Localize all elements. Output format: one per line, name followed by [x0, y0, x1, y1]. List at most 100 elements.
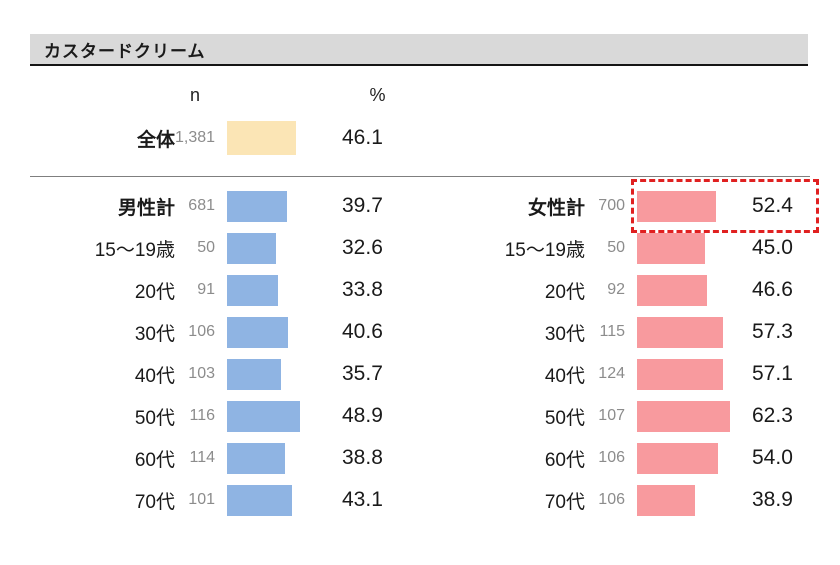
row-label: 40代 — [544, 365, 585, 387]
row-percent: 38.8 — [342, 446, 383, 469]
data-row: 20代 92 46.6 — [440, 269, 825, 311]
data-row: 60代 114 38.8 — [30, 437, 415, 479]
data-row: 50代 107 62.3 — [440, 395, 825, 437]
row-n: 1,381 — [175, 129, 216, 146]
male-bar — [227, 232, 276, 264]
row-n: 700 — [598, 197, 625, 214]
row-n: 103 — [188, 365, 215, 382]
column-headers: n % — [30, 80, 810, 110]
row-percent: 33.8 — [342, 278, 383, 301]
bar-track — [227, 232, 332, 264]
bar-track — [637, 358, 742, 390]
row-percent: 38.9 — [752, 488, 793, 511]
bar-track — [637, 442, 742, 474]
row-percent: 62.3 — [752, 404, 793, 427]
bar-track — [637, 190, 742, 222]
bar-track — [637, 316, 742, 348]
data-row: 30代 115 57.3 — [440, 311, 825, 353]
data-row: 男性計 681 39.7 — [30, 185, 415, 227]
row-percent: 43.1 — [342, 488, 383, 511]
bar-track — [227, 274, 332, 306]
row-n: 106 — [598, 449, 625, 466]
bar-track — [637, 484, 742, 516]
row-percent: 54.0 — [752, 446, 793, 469]
total-row: 全体 1,381 46.1 — [30, 110, 810, 166]
row-label: 50代 — [134, 407, 175, 429]
row-label: 70代 — [134, 491, 175, 513]
male-bar — [227, 442, 286, 474]
data-row: 15〜19歳 50 32.6 — [30, 227, 415, 269]
divider-line — [30, 176, 810, 177]
row-n: 50 — [197, 239, 215, 256]
bar-track — [637, 400, 742, 432]
page-title: カスタードクリーム — [30, 34, 808, 66]
row-n: 91 — [197, 281, 215, 298]
row-percent: 57.1 — [752, 362, 793, 385]
male-bar — [227, 484, 292, 516]
row-percent: 46.1 — [342, 126, 383, 149]
row-n: 106 — [598, 491, 625, 508]
row-percent: 46.6 — [752, 278, 793, 301]
bar-track — [227, 442, 332, 474]
bar-track — [637, 274, 742, 306]
female-bar — [637, 232, 705, 264]
bar-track — [227, 316, 332, 348]
gender-tables: 男性計 681 39.7 15〜19歳 50 32.6 20代 91 33.8 30代 106 40.… — [30, 179, 819, 521]
data-row: 40代 103 35.7 — [30, 353, 415, 395]
row-n: 681 — [188, 197, 215, 214]
report-page: カスタードクリーム n % 全体 1,381 46.1 男性計 681 39.7 15… — [30, 34, 819, 521]
bar-track — [227, 358, 332, 390]
row-label: 30代 — [134, 323, 175, 345]
row-label: 60代 — [134, 449, 175, 471]
male-bar — [227, 316, 288, 348]
row-label: 20代 — [134, 281, 175, 303]
data-row: 30代 106 40.6 — [30, 311, 415, 353]
row-percent: 39.7 — [342, 194, 383, 217]
row-n: 115 — [599, 323, 625, 340]
header-percent: % — [369, 84, 386, 105]
row-label: 15〜19歳 — [504, 239, 585, 261]
row-label: 70代 — [544, 491, 585, 513]
male-bar — [227, 400, 301, 432]
female-bar — [637, 274, 707, 306]
row-percent: 52.4 — [752, 194, 793, 217]
row-n: 114 — [189, 449, 215, 466]
row-percent: 35.7 — [342, 362, 383, 385]
row-n: 101 — [188, 491, 215, 508]
row-n: 124 — [598, 365, 625, 382]
row-percent: 45.0 — [752, 236, 793, 259]
row-label: 30代 — [544, 323, 585, 345]
row-percent: 32.6 — [342, 236, 383, 259]
row-label: 全体 — [136, 129, 175, 151]
row-label: 50代 — [544, 407, 585, 429]
data-row: 60代 106 54.0 — [440, 437, 825, 479]
female-bar — [637, 484, 696, 516]
row-label: 20代 — [544, 281, 585, 303]
female-bar — [637, 400, 731, 432]
data-row: 20代 91 33.8 — [30, 269, 415, 311]
header-n: n — [189, 84, 200, 105]
total-bar — [227, 121, 297, 155]
row-label: 男性計 — [117, 197, 175, 219]
male-bar — [227, 274, 278, 306]
female-bar — [637, 190, 716, 222]
data-row: 50代 116 48.9 — [30, 395, 415, 437]
female-bar — [637, 442, 718, 474]
data-row: 70代 106 38.9 — [440, 479, 825, 521]
row-label: 40代 — [134, 365, 175, 387]
bar-track — [227, 400, 332, 432]
row-n: 116 — [189, 407, 215, 424]
data-row: 15〜19歳 50 45.0 — [440, 227, 825, 269]
data-row: 女性計 700 52.4 — [440, 179, 825, 233]
row-label: 15〜19歳 — [94, 239, 175, 261]
male-bar — [227, 358, 281, 390]
data-row: 70代 101 43.1 — [30, 479, 415, 521]
data-row: 40代 124 57.1 — [440, 353, 825, 395]
bar-track — [227, 190, 332, 222]
row-n: 107 — [598, 407, 625, 424]
row-percent: 48.9 — [342, 404, 383, 427]
male-bar — [227, 190, 287, 222]
bar-track — [637, 232, 742, 264]
row-percent: 40.6 — [342, 320, 383, 343]
bar-track — [227, 484, 332, 516]
